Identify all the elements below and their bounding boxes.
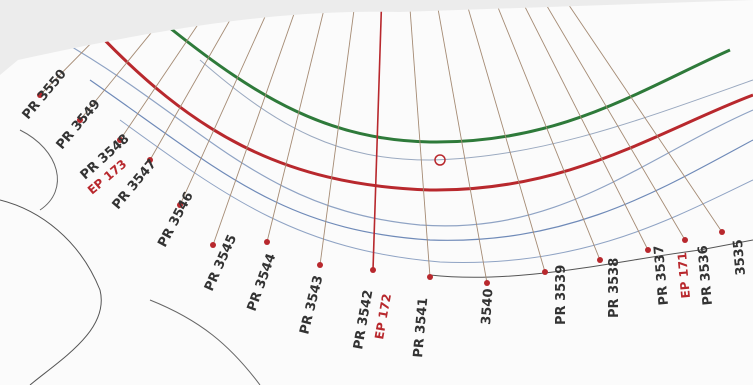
contour <box>429 239 753 278</box>
station-line <box>319 0 405 266</box>
station-point <box>427 274 433 280</box>
station-label: PR 3537 <box>652 245 672 306</box>
centerline-green <box>169 26 731 144</box>
station-line <box>179 0 433 206</box>
marker-label: EP 171 <box>675 252 693 299</box>
station-line <box>372 0 395 271</box>
contour <box>19 129 58 211</box>
contour <box>119 119 753 264</box>
station-point <box>264 239 270 245</box>
contour <box>199 59 753 161</box>
station-point <box>317 262 323 268</box>
station-point <box>77 117 83 123</box>
station-point <box>210 242 216 248</box>
station-point <box>682 237 688 243</box>
station-line <box>358 0 546 273</box>
station-label: 3540 <box>479 288 496 325</box>
station-point <box>719 229 725 235</box>
station-label: PR 3541 <box>411 297 431 358</box>
station-point <box>484 280 490 286</box>
contour <box>89 79 753 241</box>
contour <box>149 299 261 385</box>
station-line <box>347 0 601 261</box>
station-line <box>330 0 686 241</box>
station-label: 3535 <box>731 239 749 276</box>
station-point <box>37 92 43 98</box>
station-label: PR 3536 <box>696 245 716 306</box>
station-line <box>212 0 426 246</box>
station-line <box>266 0 416 243</box>
station-line <box>149 0 439 161</box>
station-line <box>370 0 488 284</box>
station-point <box>645 247 651 253</box>
station-line <box>323 0 723 233</box>
station-point <box>117 137 123 143</box>
station-label: PR 3538 <box>607 258 622 318</box>
station-point <box>370 267 376 273</box>
contour <box>0 199 102 385</box>
contour <box>59 39 753 227</box>
station-line <box>381 0 431 278</box>
survey-point <box>434 154 446 166</box>
station-point <box>597 257 603 263</box>
station-label: PR 3539 <box>554 265 569 325</box>
station-line <box>119 0 445 141</box>
centerline-red <box>93 28 753 192</box>
station-line <box>79 0 453 121</box>
station-point <box>147 157 153 163</box>
station-point <box>177 202 183 208</box>
station-point <box>542 269 548 275</box>
station-line <box>337 0 649 251</box>
